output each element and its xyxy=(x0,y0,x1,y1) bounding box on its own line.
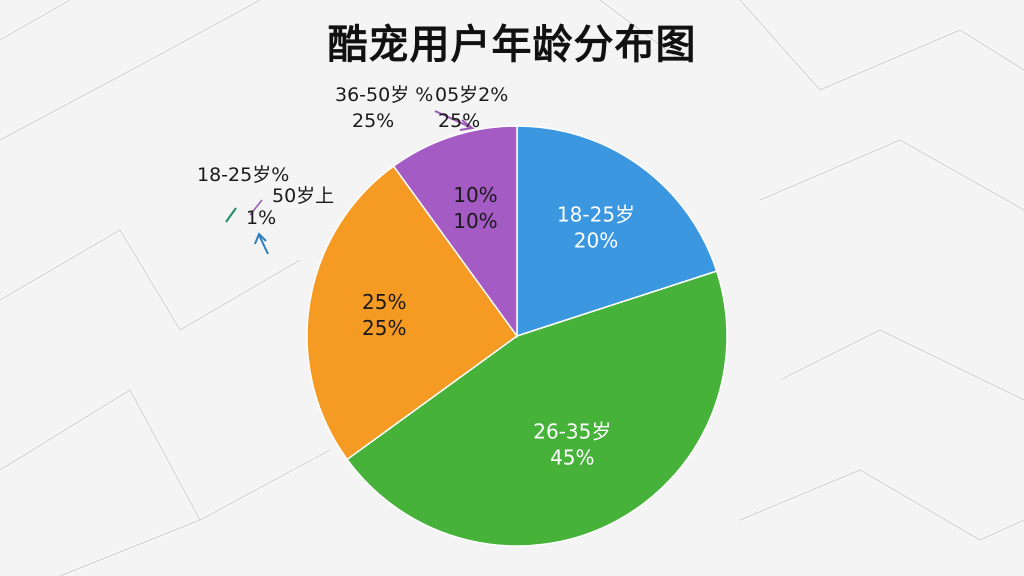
pie-slice-label: 26-35岁 xyxy=(533,420,611,444)
pie-slice xyxy=(392,125,518,339)
outside-label: 25% xyxy=(438,110,480,132)
annotation-arrow-blue xyxy=(258,234,269,255)
outside-label: 05岁2% xyxy=(435,84,508,106)
outside-label: 36-50岁 % xyxy=(335,84,433,106)
pie-slice xyxy=(346,270,728,547)
pie-slice-label: 18-25岁 xyxy=(557,202,635,226)
pie-slice-value: 10% xyxy=(453,209,497,233)
outside-label: 50岁上 xyxy=(272,185,334,207)
annotation-arrow-green xyxy=(225,207,237,223)
pie-slice-value: 20% xyxy=(574,228,618,252)
outside-label: 25% xyxy=(352,110,394,132)
pie-slice-value: 25% xyxy=(362,290,406,314)
outside-label: 18-25岁% xyxy=(197,164,289,186)
chart-title: 酷宠用户年龄分布图 xyxy=(327,22,697,68)
pie-slice-value: 45% xyxy=(550,446,594,470)
annotation-arrowhead-blue xyxy=(254,232,267,245)
outside-label: 1% xyxy=(246,207,276,229)
pie-slice xyxy=(306,165,519,461)
annotation-arrowhead-purple xyxy=(459,119,475,131)
pie-slice xyxy=(516,125,718,338)
annotation-arrow-purple xyxy=(434,110,471,128)
pie-slice-value: 25% xyxy=(362,316,406,340)
pie-slice-value: 10% xyxy=(453,183,497,207)
annotation-arrow-small xyxy=(249,199,263,216)
